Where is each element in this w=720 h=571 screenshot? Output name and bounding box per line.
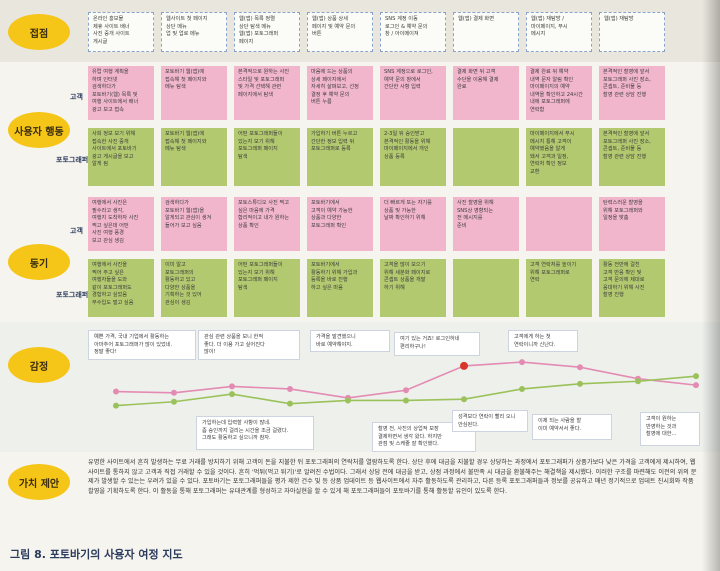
photographer-behavior-box-7: 마이페이지에서 푸시 메시지 통해 고객이 예약했음을 알게 돼서 고객과 일정… — [526, 128, 592, 186]
photographer-behavior-box-4: 가입하기 버튼 누르고 간단한 정보 입력 뒤 포토그래퍼로 등록 — [307, 128, 373, 186]
customer-behavior-box-7: 결제 완료 뒤 예약 내역 문자 알림 확인 마이페이지의 예약 내역을 확인하… — [526, 66, 592, 120]
emotion-note-top-1: 예쁜 가격, 국내 기업에서 활동하는 아마추어 포토그래퍼가 많이 있었네. … — [88, 330, 196, 360]
photographer-motivation-box-2: 이미 알고 포토그래퍼의 활동하고 있고 다양한 상품을 기획하는 것 있어 관… — [161, 259, 227, 317]
customer-behavior-box-6: 결제 화면 뒤 고객 수단을 이용해 결제 완료 — [453, 66, 519, 120]
photographer-motivation-box-6 — [453, 259, 519, 317]
customer-motivation-box-5: 더 빠르게 또는 자기를 상품 및 가능한 날짜 확인하기 위해 — [380, 197, 446, 251]
customer-motivation-box-1: 여행에서 사진은 필수라고 생각, 여행지 도착하자 사진 찍고 싶은데 어떤 … — [88, 197, 154, 251]
row-emotion: 감정 — [8, 347, 70, 383]
photographer-motivation-box-5: 고객을 많이 모으기 위해 세분화 페이지로 콘셉트 상품을 개발 하기 위해 — [380, 259, 446, 317]
label-photographer-motivation: 포토그래퍼 — [56, 291, 89, 299]
touchpoint-box-2: 웹사이트 첫 페이지 상단 메뉴 업 및 업로 메뉴 — [161, 12, 227, 52]
customer-motivation-box-4: 포토바기에서 고객이 예약 가능한 상품과 다양한 포토그래퍼 확인 — [307, 197, 373, 251]
emotion-note-bottom-5: 고객이 원하는 반영하는 것과 촬영에 대한... — [640, 412, 700, 446]
emotion-note-bottom-2: 촬영 전, 사진의 상업적 보장 결제하면서 생각 왔다. 하지만 관점 및 스… — [372, 422, 476, 452]
photographer-behavior-box-2: 포토바기 웹(앱)에 접속해 첫 페이지와 메뉴 탐색 — [161, 128, 227, 186]
customer-motivation-box-2: 검색하다가 포토바기 웹(앱)을 알게되고 관심이 생겨 들어가 보고 싶음 — [161, 197, 227, 251]
touchpoint-box-5: SNS 계정 이동 로그인 & 예약 문의 창 / 아이메이져 — [380, 12, 446, 52]
row-value: 가치 제안 — [8, 464, 70, 500]
customer-behavior-box-3: 본격적으로 원하는 사진 스타일 및 포토그래퍼 및 가격 선택해 관련 페이지… — [234, 66, 300, 120]
customer-behavior-box-8: 본격적인 촬영에 앞서 포토그래퍼 사진 장소, 콘셉트, 준비물 등 촬영 관… — [599, 66, 665, 120]
customer-motivation-box-7 — [526, 197, 592, 251]
emotion-note-top-4: 여기 있는 거죠! 로그인하네 편리하구나! — [394, 332, 480, 356]
emotion-note-top-3: 가격을 발견했으니 바로 예약해야지. — [310, 330, 390, 352]
touchpoint-box-3: 웹(앱) 목록 정렬 상단 탐색 메뉴 웹(앱) 포토그래퍼 페이지 — [234, 12, 300, 52]
label-customer-motivation: 고객 — [70, 227, 83, 235]
photographer-behavior-box-3: 어떤 포토그래퍼들이 있는지 보기 위해 포토그래퍼 페이지 탐색 — [234, 128, 300, 186]
photographer-motivation-box-7: 고객 연락처를 높이기 위해 포토그래퍼로 연락 — [526, 259, 592, 317]
label-customer-behavior: 고객 — [70, 93, 83, 101]
customer-motivation-box-3: 포토스튜디오 사진 찍고 싶은 마음에 가격 합리적이고 내가 원하는 상품 확… — [234, 197, 300, 251]
emotion-note-bottom-3: 성격보다 연락이 빨리 오니 안심된다. — [452, 410, 528, 432]
page-edge-shadow — [702, 0, 720, 571]
emotion-note-top-2: 관심 관련 상품을 보니 한적 좋다. 더 이용 가고 싶어진다 많이! — [198, 330, 300, 360]
customer-behavior-box-2: 포토바기 웹(앱)에 접속해 첫 페이지와 메뉴 탐색 — [161, 66, 227, 120]
photographer-motivation-box-8: 활동 전반에 걸친 고객 반응 확인 및 고객 문의에 제대로 응대하기 위해 … — [599, 259, 665, 317]
touchpoint-box-7: 웹(앱) 재탐방 / 마이페이지, 푸시 메시지 — [526, 12, 592, 52]
photographer-motivation-box-3: 어떤 포토그래퍼들이 있는지 보기 위해 포토그래퍼 페이지 탐색 — [234, 259, 300, 317]
touchpoint-box-4: 웹(앱) 상품 상세 페이지 및 예약 문의 버튼 — [307, 12, 373, 52]
touchpoint-box-8: 웹(앱) 재탐방 — [599, 12, 665, 52]
customer-motivation-box-6: 사진 촬영을 위해 SNS상 영향되는 전 메시지를 준비 — [453, 197, 519, 251]
photographer-motivation-box-4: 포토바기에서 활동하기 위해 가입과 등록을 바로 진행 하고 싶은 마음 — [307, 259, 373, 317]
row-behavior: 사용자 행동 — [8, 112, 70, 148]
touchpoint-box-1: 온라인 홍보물 제휴 사이트 배너 사진 중개 사이트 게시글 — [88, 12, 154, 52]
customer-behavior-box-1: 유럽 여행 계획을 하며 인터넷 검색하다가 포토바기(웹) 목록 및 여행 사… — [88, 66, 154, 120]
emotion-note-bottom-1: 가입하는데 입력할 사항이 많네. 좀 승인까지 걸리는 시간을 조금 걸렸다.… — [196, 416, 314, 450]
value-proposition-text: 유명한 사이트에서 흔히 발생하는 무료 거래를 방지하기 위해 고객이 돈을 … — [88, 459, 697, 495]
photographer-motivation-box-1: 여행에서 사진을 찍어 주고 싶은 여행자들을 도와 같이 포토그래퍼도 경험하… — [88, 259, 154, 317]
row-motivation: 동기 — [8, 244, 70, 280]
customer-behavior-box-4: 마음에 드는 상품의 상세 페이지에서 자세히 살펴보고, 선정 결정 후 예약… — [307, 66, 373, 120]
touchpoint-box-6: 웹(앱) 결제 화면 — [453, 12, 519, 52]
photographer-behavior-box-5: 2-3일 뒤 승인받고 본격적인 활동을 위해 마이페이지에서 개인 상품 등록 — [380, 128, 446, 186]
emotion-note-bottom-4: 이제 되는 사람을 할 이미 예약서서 좋다. — [532, 414, 612, 440]
label-photographer-behavior: 포토그래퍼 — [56, 156, 89, 164]
row-touchpoint: 접점 — [8, 14, 70, 50]
figure-caption: 그림 8. 포토바기의 사용자 여정 지도 — [10, 548, 183, 561]
photographer-behavior-box-6 — [453, 128, 519, 186]
customer-behavior-box-5: SNS 계정으로 로그인, 예약 문의 창에서 간단한 사항 입력 — [380, 66, 446, 120]
customer-motivation-box-8: 탄력스러운 촬영을 위해 포토그래퍼와 일정을 맞춤 — [599, 197, 665, 251]
photographer-behavior-box-8: 본격적인 촬영에 앞서 포토그래퍼 사진 장소, 콘셉트, 준비물 등 촬영 관… — [599, 128, 665, 186]
photographer-behavior-box-1: 사회 정보 보기 위해 접속한 사진 중개 사이트에서 포토바기 광고 게시글을… — [88, 128, 154, 186]
emotion-note-top-5: 고객에게 하는 첫 연락이니까 신난다. — [508, 330, 578, 352]
